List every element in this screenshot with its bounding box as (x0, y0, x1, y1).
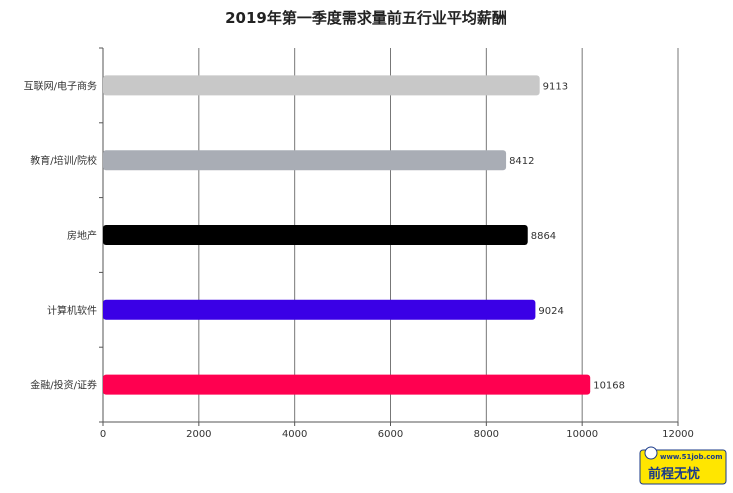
bar-layer (103, 75, 591, 395)
logo-text: 前程无忧 (648, 466, 700, 482)
category-label: 计算机软件 (47, 304, 97, 317)
category-label: 房地产 (67, 229, 97, 242)
bar (103, 225, 528, 245)
x-tick-label: 6000 (378, 429, 403, 440)
bar (103, 299, 536, 320)
category-label: 教育/培训/院校 (30, 154, 97, 167)
category-label: 金融/投资/证券 (30, 379, 97, 392)
logo-badge-icon (644, 446, 658, 460)
x-tick-label: 10000 (566, 429, 598, 440)
data-label: 10168 (593, 381, 625, 392)
chart-title: 2019年第一季度需求量前五行业平均薪酬 (225, 9, 507, 27)
x-tick-label: 8000 (474, 429, 499, 440)
data-label: 8412 (509, 156, 534, 167)
data-label: 9113 (543, 81, 568, 92)
data-label: 8864 (531, 231, 556, 242)
bar (103, 150, 507, 171)
watermark-logo: www.51job.com 前程无忧 (639, 446, 727, 485)
x-tick-label: 4000 (282, 429, 307, 440)
x-tick-label: 12000 (662, 429, 694, 440)
bar (103, 374, 591, 395)
label-layer: 0 2000 4000 6000 8000 10000 12000 互联网/电子商务 9113 教… (24, 79, 694, 440)
logo-url: www.51job.com (660, 453, 722, 461)
x-tick-label: 2000 (186, 429, 211, 440)
data-label: 9024 (538, 306, 563, 317)
x-tick-label: 0 (100, 429, 106, 440)
category-label: 互联网/电子商务 (24, 79, 97, 92)
bar (103, 75, 540, 96)
